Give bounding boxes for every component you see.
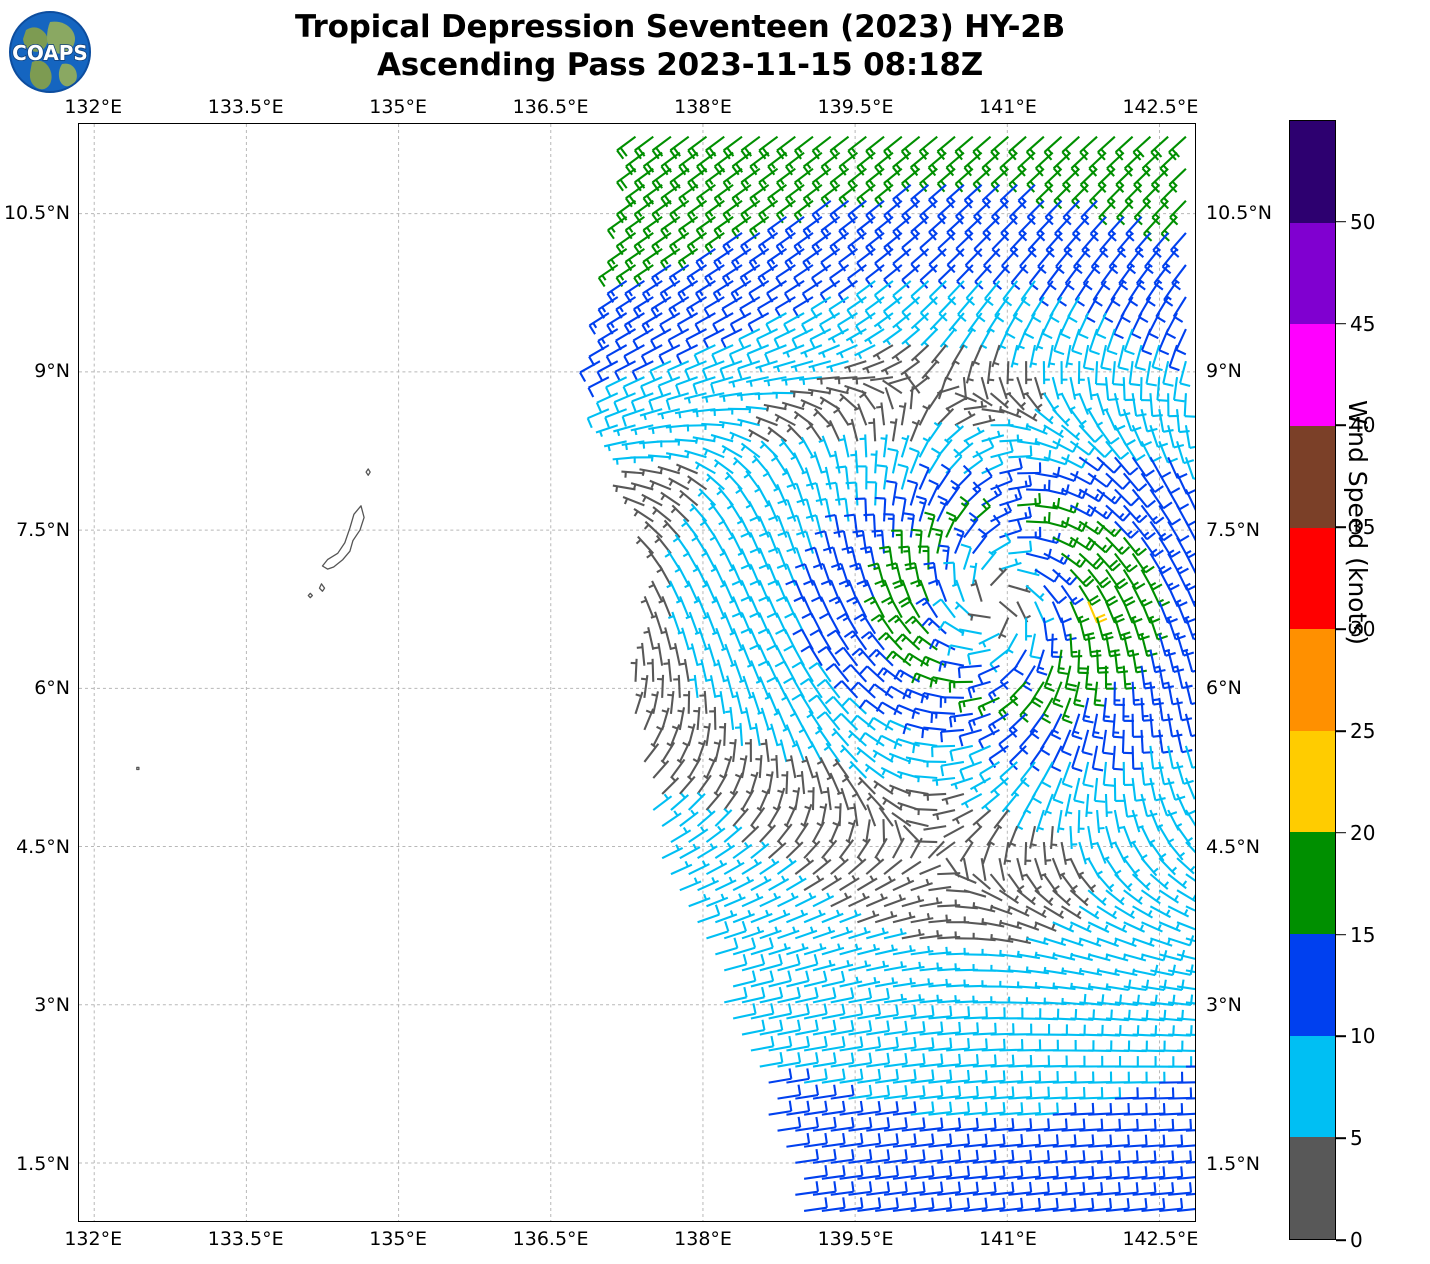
colorbar-segment-0-5 (1290, 1137, 1335, 1239)
y-tick-label-right: 10.5°N (1206, 201, 1273, 224)
colorbar-tick (1336, 1035, 1346, 1038)
y-tick-label-right: 7.5°N (1206, 518, 1260, 541)
y-tick-label-right: 3°N (1206, 994, 1242, 1017)
colorbar-tick-label: 20 (1350, 820, 1376, 845)
colorbar-tick (1336, 1239, 1346, 1241)
wind-barb-layer (579, 135, 1195, 1212)
colorbar-tick (1336, 526, 1346, 529)
x-tick-label-top: 142.5°E (1122, 96, 1199, 118)
coastline-Angaur (307, 592, 314, 599)
colorbar-segment-35-40 (1290, 425, 1335, 528)
colorbar-segment-20-25 (1290, 730, 1335, 833)
colorbar-segment-50-55 (1290, 121, 1335, 223)
x-tick-label-top: 136.5°E (512, 96, 589, 118)
y-tick-label-left: 7.5°N (16, 518, 70, 541)
coastline-Sonsorol (136, 766, 140, 771)
coaps-logo: COAPS (6, 8, 94, 96)
x-tick-label-bottom: 141°E (979, 1228, 1037, 1250)
colorbar-tick-label: 35 (1350, 515, 1376, 540)
colorbar-segment-15-20 (1290, 832, 1335, 934)
y-tick-label-right: 1.5°N (1206, 1152, 1260, 1175)
colorbar-tick (1336, 730, 1346, 732)
x-tick-label-top: 135°E (369, 96, 428, 118)
colorbar-segment-30-35 (1290, 527, 1335, 630)
x-tick-label-bottom: 133.5°E (207, 1228, 284, 1250)
colorbar-tick (1336, 1137, 1346, 1139)
x-tick-label-top: 138°E (674, 96, 732, 118)
y-tick-label-left: 1.5°N (16, 1152, 70, 1175)
x-tick-label-bottom: 142.5°E (1122, 1228, 1199, 1250)
colorbar-tick-label: 30 (1350, 617, 1376, 642)
y-tick-label-left: 4.5°N (16, 835, 70, 858)
colorbar-segment-10-15 (1290, 934, 1335, 1036)
colorbar (1289, 120, 1336, 1240)
coastline-layer (136, 468, 371, 771)
x-tick-label-bottom: 139.5°E (817, 1228, 894, 1250)
y-tick-label-right: 6°N (1206, 677, 1242, 700)
page-title: Tropical Depression Seventeen (2023) HY-… (160, 8, 1200, 84)
coaps-globe-icon: COAPS (9, 11, 91, 93)
colorbar-tick (1336, 221, 1346, 223)
colorbar-tick (1336, 424, 1346, 427)
colorbar-tick-label: 10 (1350, 1024, 1376, 1049)
x-tick-label-bottom: 135°E (369, 1228, 428, 1250)
coastline-Kayangel (365, 468, 371, 476)
colorbar-segment-45-50 (1290, 222, 1335, 325)
colorbar-tick-label: 25 (1350, 718, 1376, 743)
y-tick-label-left: 6°N (34, 677, 70, 700)
colorbar-tick (1336, 628, 1346, 630)
colorbar-tick-label: 45 (1350, 311, 1376, 336)
colorbar-tick-label: 50 (1350, 209, 1376, 234)
x-tick-label-bottom: 138°E (674, 1228, 732, 1250)
colorbar-tick (1336, 322, 1346, 325)
colorbar-tick-label: 0 (1350, 1228, 1363, 1252)
x-tick-label-top: 133.5°E (207, 96, 284, 118)
y-tick-label-right: 9°N (1206, 360, 1242, 383)
x-tick-label-top: 141°E (979, 96, 1037, 118)
x-tick-label-top: 132°E (64, 96, 123, 118)
title-line-1: Tropical Depression Seventeen (2023) HY-… (294, 9, 1066, 45)
colorbar-segment-40-45 (1290, 324, 1335, 426)
colorbar-tick-label: 5 (1350, 1126, 1363, 1151)
colorbar-tick-label: 40 (1350, 413, 1376, 438)
x-tick-label-top: 139.5°E (817, 96, 894, 118)
coastline-Peleliu (318, 583, 326, 592)
y-tick-label-right: 4.5°N (1206, 835, 1260, 858)
colorbar-segment-25-30 (1290, 629, 1335, 731)
colorbar-title: Wind Speed (knots) (1343, 400, 1372, 646)
colorbar-tick (1336, 933, 1346, 936)
colorbar-tick-label: 15 (1350, 922, 1376, 947)
y-tick-label-left: 10.5°N (3, 201, 70, 224)
colorbar-segment-5-10 (1290, 1035, 1335, 1138)
x-tick-label-bottom: 136.5°E (512, 1228, 589, 1250)
title-line-2: Ascending Pass 2023-11-15 08:18Z (376, 47, 984, 83)
colorbar-tick (1336, 831, 1346, 834)
wind-barb-map[interactable] (78, 123, 1196, 1222)
coaps-logo-text: COAPS (12, 41, 88, 65)
coastline-Babeldaob (321, 505, 365, 570)
y-tick-label-left: 9°N (34, 360, 70, 383)
y-tick-label-left: 3°N (34, 994, 70, 1017)
x-tick-label-bottom: 132°E (64, 1228, 123, 1250)
